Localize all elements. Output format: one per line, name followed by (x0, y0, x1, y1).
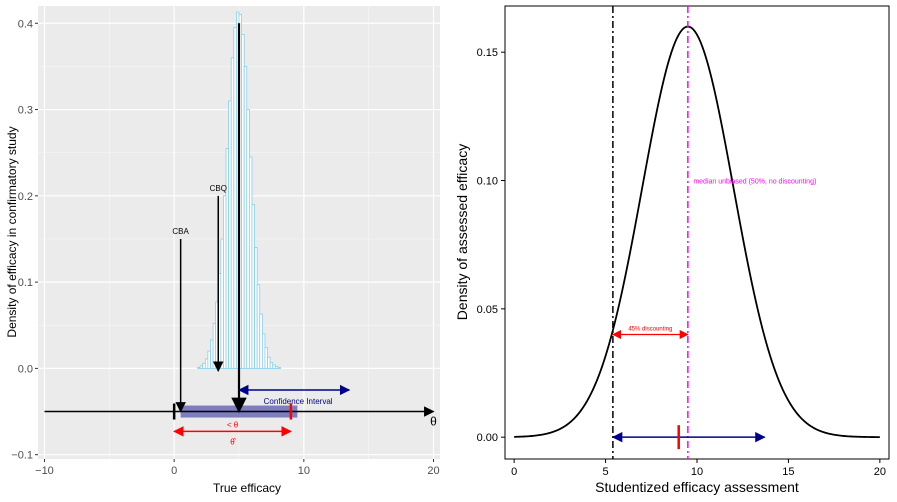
left-x-axis-label: True efficacy (213, 481, 281, 495)
x-tick-label: 0 (171, 465, 177, 477)
y-tick-label: 0.10 (477, 176, 498, 188)
right-x-ticks: 0 5 10 15 20 (511, 459, 886, 478)
y-tick-label: −0.1 (11, 450, 33, 462)
right-y-ticks: 0.00 0.05 0.10 0.15 (477, 47, 505, 444)
right-x-axis-label: Studentized efficacy assessment (595, 479, 799, 495)
left-chart: θ CBA CBQ Confidence Interval < θ θ̂ −0.1 0.0 0… (5, 6, 440, 495)
annotation-label: CBA (172, 227, 189, 236)
confidence-interval-label: Confidence Interval (264, 397, 333, 406)
y-tick-label: 0.00 (477, 432, 498, 444)
x-tick-label: 10 (298, 465, 310, 477)
right-panel-border (504, 5, 890, 460)
y-tick-label: 0.0 (18, 363, 33, 375)
histogram-bar (277, 367, 281, 369)
y-tick-label: 0.2 (18, 191, 33, 203)
density-curve (514, 25, 880, 439)
y-tick-label: 0.4 (18, 18, 33, 30)
median-unbiased-label: median unbiased (50%, no discounting) (693, 179, 816, 186)
right-plot-area: median unbiased (50%, no discounting) 45%… (514, 6, 880, 459)
y-tick-label: 0.05 (477, 304, 498, 316)
annotation-label: CBQ (210, 184, 227, 193)
left-y-ticks: −0.1 0.0 0.1 0.2 0.3 0.4 (11, 18, 38, 462)
x-tick-label: 15 (782, 466, 794, 478)
x-tick-label: 20 (427, 465, 439, 477)
left-y-axis-label: Density of efficacy in confirmatory stud… (5, 126, 19, 337)
x-tick-label: 10 (691, 466, 703, 478)
x-tick-label: 5 (603, 466, 609, 478)
x-tick-label: 20 (874, 466, 886, 478)
left-x-ticks: −10 0 10 20 (35, 459, 440, 477)
estimate-arrow-label: < θ (227, 420, 239, 429)
estimate-arrow-sublabel: θ̂ (230, 437, 236, 446)
right-y-axis-label: Density of assessed efficacy (454, 144, 470, 320)
theta-axis-label: θ (430, 415, 437, 429)
y-tick-label: 0.15 (477, 47, 498, 59)
left-annotations: θ CBA CBQ Confidence Interval < θ θ̂ (44, 23, 437, 446)
right-chart: median unbiased (50%, no discounting) 45%… (454, 5, 890, 495)
x-tick-label: 0 (511, 466, 517, 478)
y-tick-label: 0.3 (18, 105, 33, 117)
y-tick-label: 0.1 (18, 277, 33, 289)
discounting-label: 45% discounting (628, 327, 672, 333)
x-tick-label: −10 (35, 465, 54, 477)
